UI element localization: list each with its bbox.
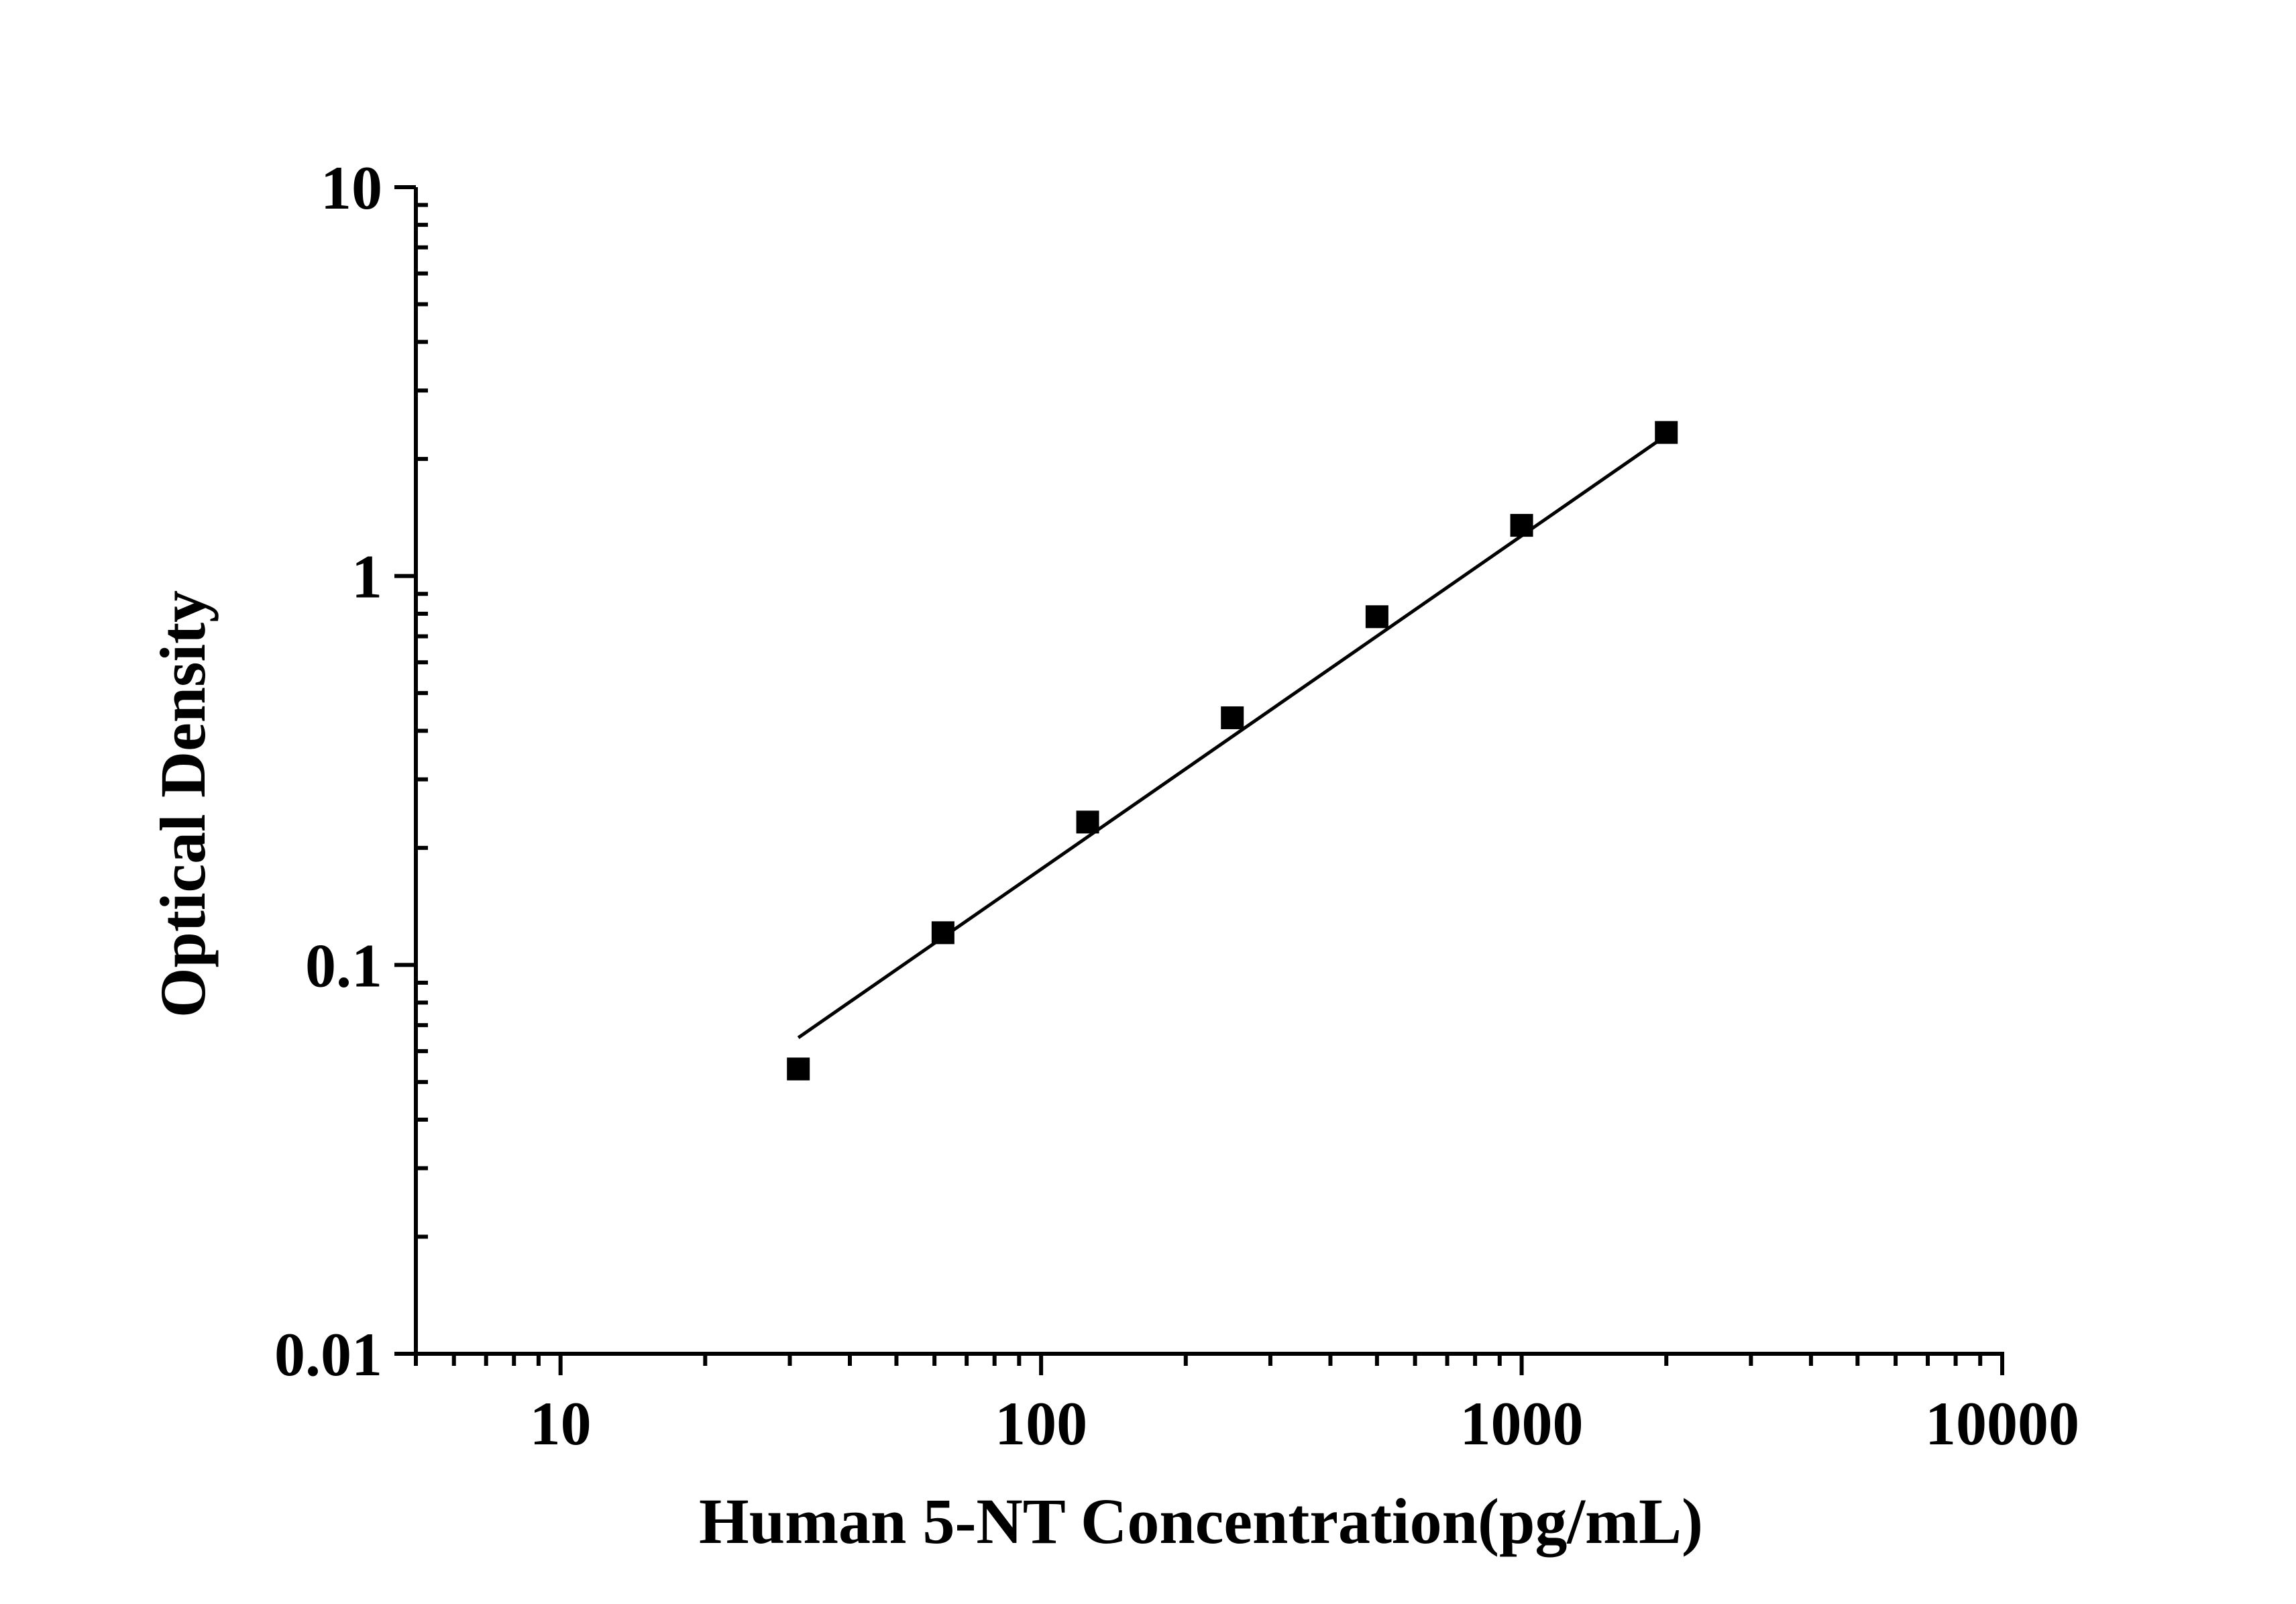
data-point [1365,605,1388,629]
axes [394,185,2004,1375]
tick-labels: 10 100 1000 10000 0.01 0.1 1 10 [274,154,2079,1458]
data-point [787,1057,810,1081]
x-tick-label: 10 [530,1389,592,1458]
data-point [1655,421,1678,444]
x-axis-title: Human 5-NT Concentration(pg/mL) [699,1485,1703,1557]
x-tick-label: 100 [995,1389,1087,1458]
y-tick-label: 0.1 [305,931,382,1000]
y-axis-title: Optical Density [147,590,219,1018]
data-point [1221,706,1244,729]
x-tick-label: 10000 [1925,1389,2079,1458]
data-point [1510,514,1533,537]
y-tick-label: 0.01 [274,1320,382,1389]
data-points [787,421,1678,1081]
fit-line-layer [797,433,1668,1039]
data-point [931,921,954,945]
fit-line [797,433,1668,1039]
data-point [1076,810,1099,834]
y-tick-label: 1 [351,543,382,611]
y-tick-label: 10 [321,154,382,222]
x-tick-label: 1000 [1460,1389,1584,1458]
